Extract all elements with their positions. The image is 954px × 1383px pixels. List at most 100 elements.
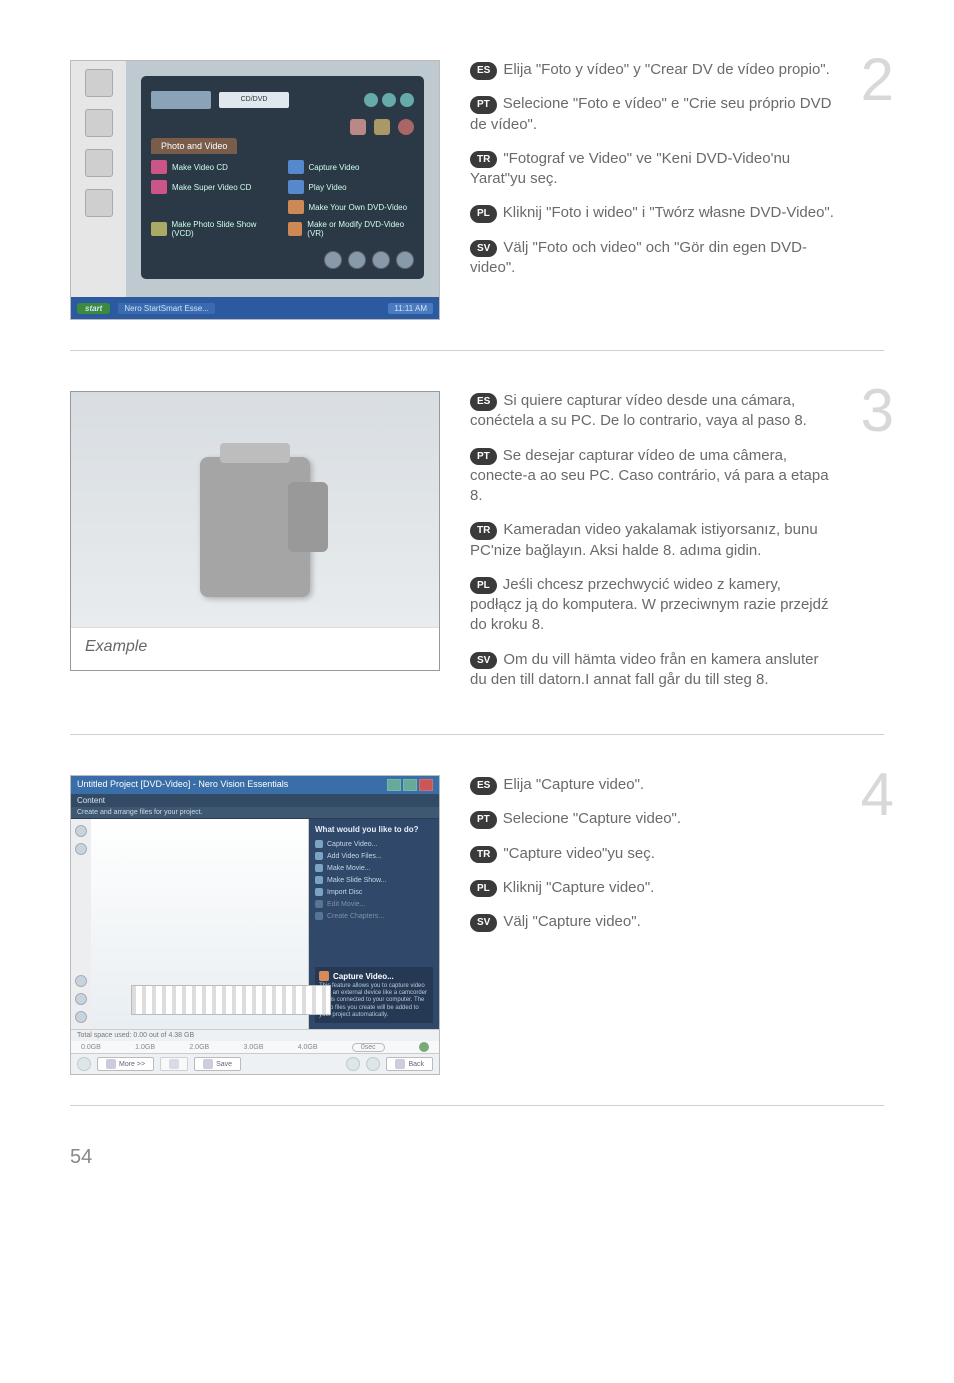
timeline-track [91, 819, 309, 1029]
instruction-tr: TR "Capture video"yu seç. [470, 844, 834, 864]
action-import-disc[interactable]: Import Disc [315, 888, 433, 896]
windows-taskbar: start Nero StartSmart Esse... 11:11 AM [71, 297, 439, 319]
photo-video-tab[interactable]: Photo and Video [151, 138, 237, 154]
task-label[interactable]: Capture Video [309, 163, 360, 172]
action-make-movie[interactable]: Make Movie... [315, 864, 433, 872]
size-ruler: 0.0GB 1.0GB 2.0GB 3.0GB 4.0GB 0sec [71, 1041, 439, 1053]
minimize-icon[interactable] [387, 779, 401, 791]
tool-icon[interactable] [75, 993, 87, 1005]
maximize-icon[interactable] [403, 779, 417, 791]
instruction-text: Elija "Foto y vídeo" y "Crear DV de víde… [503, 61, 829, 78]
instruction-text: Jeśli chcesz przechwycić wideo z kamery,… [470, 576, 828, 634]
close-icon[interactable] [419, 779, 433, 791]
duration-pill: 0sec [352, 1043, 385, 1052]
action-icon [315, 888, 323, 896]
instruction-pt: PTSe desejar capturar vídeo de uma câmer… [470, 446, 834, 507]
task-icon [151, 180, 167, 194]
instruction-pl: PLKliknij "Foto i wideo" i "Twórz własne… [470, 203, 834, 223]
lang-pill-pl: PL [470, 205, 497, 223]
action-edit-movie: Edit Movie... [315, 900, 433, 908]
task-icon [151, 222, 167, 236]
step-number: 3 [861, 381, 894, 441]
tool-icon[interactable] [75, 825, 87, 837]
lang-pill-tr: TR [470, 151, 497, 169]
task-label[interactable]: Make Photo Slide Show (VCD) [172, 220, 278, 238]
instruction-text: Om du vill hämta video från en kamera an… [470, 651, 819, 688]
help-icon[interactable] [77, 1057, 91, 1071]
lang-pill-pl: PL [470, 880, 497, 898]
instruction-tr: TRKameradan video yakalamak istiyorsanız… [470, 520, 834, 561]
filmstrip-icon [131, 985, 331, 1015]
action-icon [315, 864, 323, 872]
media-dropdown[interactable]: CD/DVD [219, 92, 289, 108]
task-icon [288, 200, 304, 214]
instruction-sv: SVVälj "Capture video". [470, 912, 834, 932]
task-label[interactable]: Make Your Own DVD-Video [309, 203, 408, 212]
action-slide-show[interactable]: Make Slide Show... [315, 876, 433, 884]
instruction-pl: PLKliknij "Capture video". [470, 878, 834, 898]
task-label[interactable]: Make Super Video CD [172, 183, 251, 192]
instruction-pt: PTSelecione "Foto e vídeo" e "Crie seu p… [470, 94, 834, 135]
instruction-es: ES Elija "Foto y vídeo" y "Crear DV de ví… [470, 60, 834, 80]
more-button[interactable]: More >> [97, 1057, 154, 1071]
tool-icon[interactable] [75, 1011, 87, 1023]
status-dot-icon [419, 1042, 429, 1052]
nav-prev-icon[interactable] [346, 1057, 360, 1071]
instruction-text: "Fotograf ve Video" ve "Keni DVD-Video'n… [470, 150, 790, 187]
footer-button[interactable] [372, 251, 390, 269]
footer-button[interactable] [396, 251, 414, 269]
example-caption: Example [71, 627, 439, 670]
start-button[interactable]: start [77, 303, 110, 314]
tool-icon[interactable] [75, 843, 87, 855]
actions-title: What would you like to do? [315, 825, 433, 834]
save-button[interactable]: Save [194, 1057, 241, 1071]
task-label[interactable]: Play Video [309, 183, 347, 192]
instruction-es: ESElija "Capture video". [470, 775, 834, 795]
window-titlebar: Untitled Project [DVD-Video] - Nero Visi… [71, 776, 439, 794]
footer-button[interactable] [348, 251, 366, 269]
back-button[interactable]: Back [386, 1057, 433, 1071]
task-icon [151, 160, 167, 174]
lang-pill-es: ES [470, 393, 497, 411]
desktop-icon [85, 149, 113, 177]
capture-tooltip: Capture Video... This feature allows you… [315, 967, 433, 1023]
action-icon [315, 900, 323, 908]
capture-desc: This feature allows you to capture video… [319, 983, 429, 1019]
instruction-text: Selecione "Capture video". [503, 810, 681, 827]
task-label[interactable]: Make or Modify DVD-Video (VR) [307, 220, 414, 238]
instruction-text: Se desejar capturar vídeo de uma câmera,… [470, 447, 829, 505]
taskbar-app[interactable]: Nero StartSmart Esse... [118, 303, 214, 314]
instruction-pt: PT Selecione "Capture video". [470, 809, 834, 829]
instruction-sv: SVVälj "Foto och video" och "Gör din ege… [470, 238, 834, 279]
orb-icon[interactable] [364, 93, 378, 107]
action-icon [315, 852, 323, 860]
tick-label: 0.0GB [81, 1044, 101, 1051]
category-icon[interactable] [350, 119, 366, 135]
export-icon [169, 1059, 179, 1069]
lang-pill-tr: TR [470, 846, 497, 864]
nero-window: CD/DVD Photo and Video M [141, 76, 424, 279]
tool-icon[interactable] [75, 975, 87, 987]
save-icon [203, 1059, 213, 1069]
step-4-screenshot: Untitled Project [DVD-Video] - Nero Visi… [70, 775, 440, 1075]
lang-pill-sv: SV [470, 240, 497, 258]
orb-icon[interactable] [400, 93, 414, 107]
task-label[interactable]: Make Video CD [172, 163, 228, 172]
step-3-screenshot: Example [70, 391, 440, 704]
category-icon[interactable] [374, 119, 390, 135]
back-icon [395, 1059, 405, 1069]
action-capture-video[interactable]: Capture Video... [315, 840, 433, 848]
desktop-sidebar [71, 61, 126, 297]
orb-icon[interactable] [382, 93, 396, 107]
more-icon [106, 1059, 116, 1069]
footer-button[interactable] [324, 251, 342, 269]
category-icon[interactable] [398, 119, 414, 135]
lang-pill-pt: PT [470, 811, 497, 829]
lang-pill-es: ES [470, 62, 497, 80]
window-title: Untitled Project [DVD-Video] - Nero Visi… [77, 779, 288, 791]
instruction-text: "Capture video"yu seç. [503, 845, 655, 862]
nav-next-icon[interactable] [366, 1057, 380, 1071]
task-icon [288, 180, 304, 194]
action-add-video[interactable]: Add Video Files... [315, 852, 433, 860]
desktop-icon [85, 109, 113, 137]
